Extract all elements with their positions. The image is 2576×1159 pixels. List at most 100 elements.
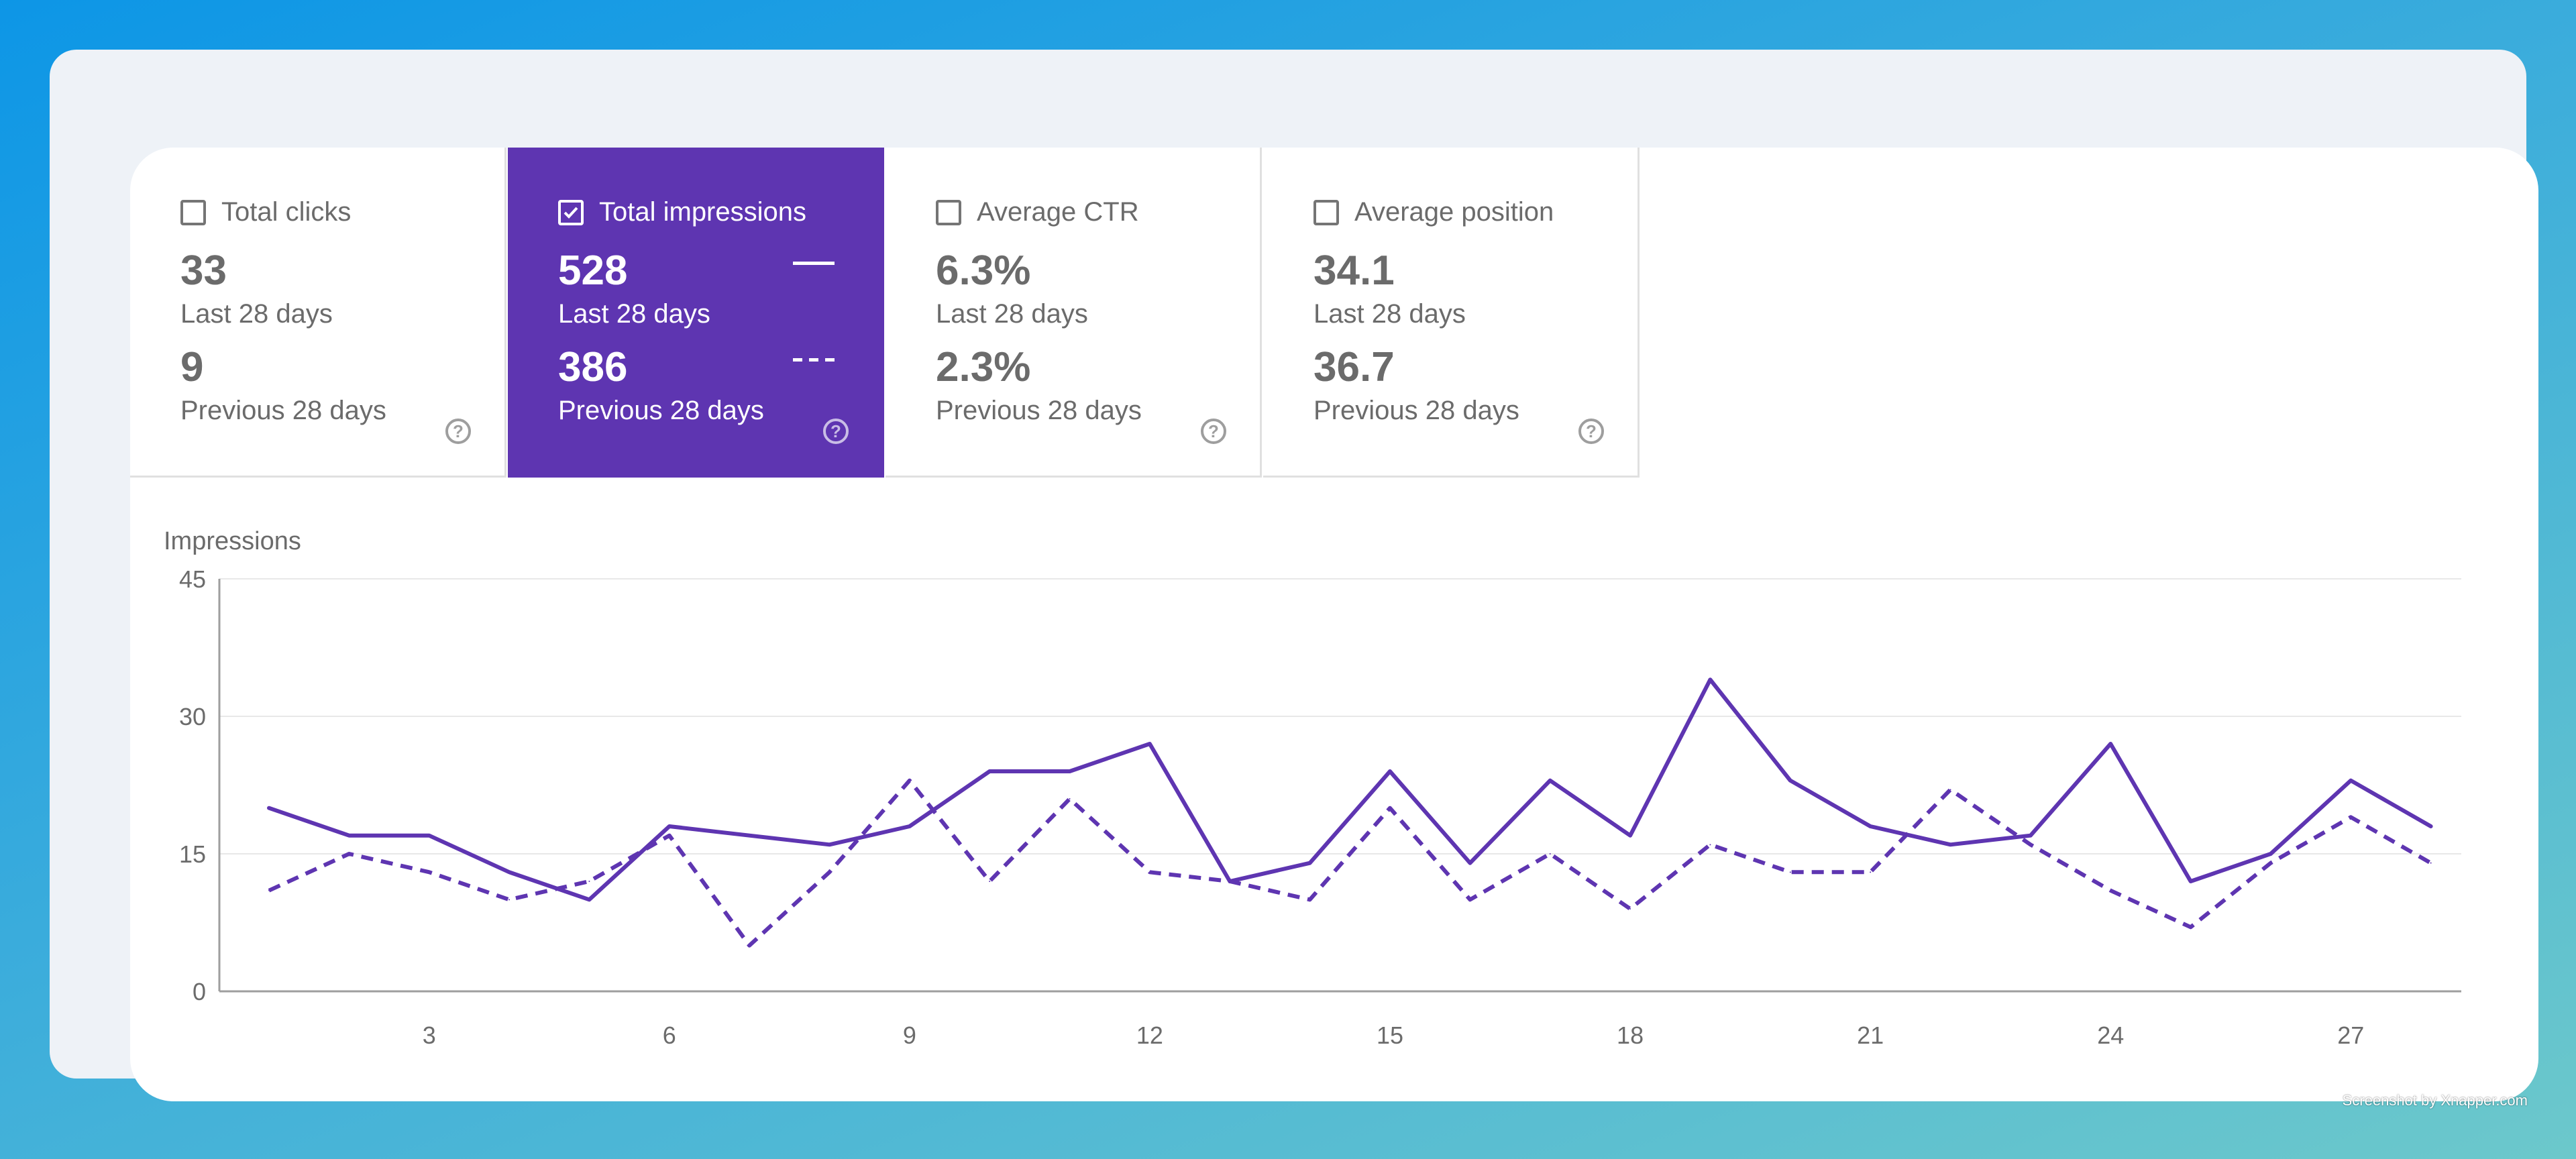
- tile-value-previous: 2.3%: [936, 344, 1031, 390]
- data-point: [508, 899, 511, 901]
- tile-period-current: Last 28 days: [180, 299, 333, 329]
- help-icon[interactable]: ?: [445, 419, 471, 444]
- x-tick-label: 6: [663, 1022, 676, 1049]
- data-point: [1789, 779, 1791, 781]
- tile-period-current: Last 28 days: [558, 299, 710, 329]
- data-point: [1389, 807, 1391, 809]
- data-point: [2110, 889, 2112, 891]
- data-point: [348, 834, 350, 836]
- data-point: [1148, 871, 1150, 873]
- x-tick-label: 15: [1377, 1022, 1403, 1049]
- x-tick-label: 21: [1857, 1022, 1884, 1049]
- data-point: [1789, 871, 1791, 873]
- data-point: [2269, 853, 2271, 854]
- tile-label: Average position: [1354, 197, 1554, 227]
- data-point: [428, 834, 430, 836]
- tile-total-impressions[interactable]: Total impressions 528 Last 28 days 386 P…: [508, 148, 884, 478]
- data-point: [2269, 862, 2271, 864]
- data-point: [668, 834, 670, 836]
- tile-value-current: 528: [558, 247, 628, 294]
- tile-average-position[interactable]: Average position 34.1 Last 28 days 36.7 …: [1263, 148, 1640, 478]
- checkbox-icon[interactable]: [936, 200, 961, 225]
- x-tick-label: 12: [1136, 1022, 1163, 1049]
- frame: Total clicks 33 Last 28 days 9 Previous …: [50, 50, 2538, 1101]
- x-tick-label: 27: [2337, 1022, 2364, 1049]
- data-point: [1469, 899, 1471, 901]
- data-point: [989, 771, 991, 772]
- tile-value-current: 34.1: [1313, 247, 1395, 294]
- tile-label: Total impressions: [599, 197, 807, 227]
- dashed-line-legend-icon: [793, 358, 835, 362]
- data-point: [1309, 862, 1311, 864]
- data-point: [1549, 853, 1551, 854]
- data-point: [668, 826, 670, 827]
- series-line-current-period: [267, 677, 2433, 902]
- series-line-previous-period: [268, 778, 2432, 948]
- y-tick-label: 0: [193, 978, 206, 1005]
- y-tick-label: 15: [179, 840, 206, 868]
- data-point: [1069, 771, 1071, 772]
- data-point: [2029, 844, 2031, 846]
- tile-average-ctr[interactable]: Average CTR 6.3% Last 28 days 2.3% Previ…: [885, 148, 1262, 478]
- data-point: [2110, 743, 2112, 744]
- data-point: [2350, 779, 2352, 781]
- checkbox-checked-icon[interactable]: [558, 200, 584, 225]
- tile-label: Total clicks: [221, 197, 352, 227]
- help-icon[interactable]: ?: [1201, 419, 1226, 444]
- data-point: [588, 899, 590, 901]
- x-tick-label: 18: [1617, 1022, 1644, 1049]
- data-point: [268, 889, 270, 891]
- help-icon[interactable]: ?: [823, 419, 849, 444]
- tile-period-previous: Previous 28 days: [558, 396, 764, 425]
- tile-label: Average CTR: [977, 197, 1139, 227]
- data-point: [908, 779, 910, 781]
- y-axis-title: Impressions: [164, 527, 301, 555]
- data-point: [749, 834, 751, 836]
- tile-period-current: Last 28 days: [1313, 299, 1466, 329]
- tile-value-previous: 386: [558, 344, 628, 390]
- data-point: [908, 826, 910, 827]
- data-point: [2350, 816, 2352, 818]
- checkbox-icon[interactable]: [180, 200, 206, 225]
- data-point: [2190, 881, 2192, 882]
- data-point: [1469, 862, 1471, 864]
- y-tick-label: 30: [179, 703, 206, 730]
- impressions-line-chart: 0 15 30 45 3 6 9 12 15 18 21 24 27: [179, 565, 2461, 1049]
- x-tick-label: 3: [423, 1022, 436, 1049]
- tile-value-current: 33: [180, 247, 227, 294]
- checkbox-icon[interactable]: [1313, 200, 1339, 225]
- performance-card: Total clicks 33 Last 28 days 9 Previous …: [130, 148, 2538, 1101]
- data-point: [588, 881, 590, 882]
- help-icon[interactable]: ?: [1578, 419, 1604, 444]
- data-point: [1709, 844, 1711, 846]
- tile-value-previous: 36.7: [1313, 344, 1395, 390]
- data-point: [1069, 798, 1071, 799]
- data-point: [989, 881, 991, 882]
- data-point: [428, 871, 430, 873]
- data-point: [268, 807, 270, 809]
- data-point: [1949, 789, 1951, 791]
- solid-line-legend-icon: [793, 262, 835, 265]
- y-tick-label: 45: [179, 565, 206, 593]
- data-point: [828, 844, 830, 846]
- tile-period-current: Last 28 days: [936, 299, 1088, 329]
- tile-period-previous: Previous 28 days: [1313, 396, 1519, 425]
- watermark-text: Screenshot by Xnapper.com: [2342, 1092, 2528, 1109]
- data-point: [1309, 899, 1311, 901]
- data-point: [1549, 779, 1551, 781]
- tile-period-previous: Previous 28 days: [936, 396, 1142, 425]
- data-point: [1709, 679, 1711, 681]
- tile-value-previous: 9: [180, 344, 204, 390]
- data-point: [1229, 881, 1231, 882]
- data-point: [828, 871, 830, 873]
- data-point: [1629, 908, 1631, 909]
- data-point: [2190, 926, 2192, 928]
- x-tick-label: 24: [2097, 1022, 2124, 1049]
- tile-period-previous: Previous 28 days: [180, 396, 386, 425]
- x-tick-label: 9: [903, 1022, 916, 1049]
- tile-value-current: 6.3%: [936, 247, 1031, 294]
- data-point: [749, 944, 751, 946]
- tile-total-clicks[interactable]: Total clicks 33 Last 28 days 9 Previous …: [130, 148, 506, 478]
- data-point: [2029, 834, 2031, 836]
- data-point: [2430, 862, 2432, 864]
